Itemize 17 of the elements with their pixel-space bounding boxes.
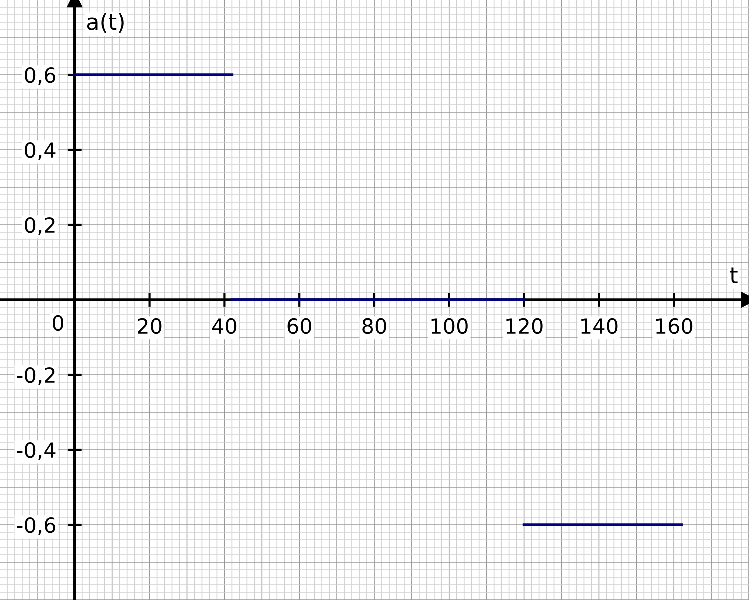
x-tick-label: 140 xyxy=(582,318,618,334)
y-tick-label: 0,4 xyxy=(25,142,56,160)
y-tick-label: -0,2 xyxy=(17,367,55,386)
x-axis-title: t xyxy=(730,268,738,284)
x-tick-label: 20 xyxy=(138,318,162,334)
x-tick-label: 80 xyxy=(362,318,386,334)
x-tick-label: 60 xyxy=(288,318,312,334)
x-tick-label: 120 xyxy=(506,318,543,334)
annotation: 0 xyxy=(53,315,64,332)
y-axis-title: a(t) xyxy=(87,13,124,34)
y-tick-label: -0,4 xyxy=(17,442,56,460)
y-tick-label: 0,2 xyxy=(25,217,55,236)
x-tick-label: 100 xyxy=(432,318,468,334)
y-tick-label: -0,6 xyxy=(17,517,56,536)
x-tick-label: 40 xyxy=(212,318,237,334)
y-tick-label: 0,6 xyxy=(25,67,56,86)
x-tick-label: 160 xyxy=(656,318,693,334)
